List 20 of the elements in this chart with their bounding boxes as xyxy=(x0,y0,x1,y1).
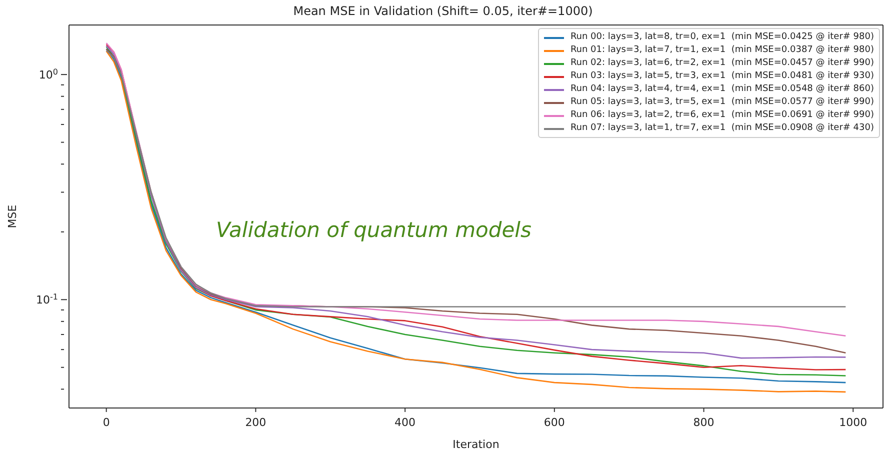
x-tick-label: 0 xyxy=(102,416,110,429)
x-tick-label: 400 xyxy=(394,416,416,429)
y-axis-title: MSE xyxy=(6,204,19,228)
legend-label: Run 07: lays=3, lat=1, tr=7, ex=1 (min MSE=0.0908 @ iter# 430) xyxy=(570,122,874,135)
x-tick-label: 800 xyxy=(693,416,714,429)
y-tick-label: 10$^{-1}$ xyxy=(36,292,58,307)
legend-label: Run 06: lays=3, lat=2, tr=6, ex=1 (min MSE=0.0691 @ iter# 990) xyxy=(570,109,874,122)
annotation: Validation of quantum models xyxy=(216,218,532,242)
legend-label: Run 05: lays=3, lat=3, tr=5, ex=1 (min MSE=0.0577 @ iter# 990) xyxy=(570,96,874,109)
chart-title: Mean MSE in Validation (Shift= 0.05, iter#=1000) xyxy=(292,4,594,18)
x-tick-label: 600 xyxy=(544,416,565,429)
legend-label: Run 01: lays=3, lat=7, tr=1, ex=1 (min MSE=0.0387 @ iter# 980) xyxy=(570,44,874,57)
legend-label: Run 03: lays=3, lat=5, tr=3, ex=1 (min MSE=0.0481 @ iter# 930) xyxy=(570,70,874,83)
legend-label: Run 02: lays=3, lat=6, tr=2, ex=1 (min MSE=0.0457 @ iter# 990) xyxy=(570,57,874,70)
x-axis-title: Iteration xyxy=(452,438,500,451)
legend-label: Run 04: lays=3, lat=4, tr=4, ex=1 (min MSE=0.0548 @ iter# 860) xyxy=(570,83,874,96)
x-tick-label: 1000 xyxy=(839,416,868,429)
legend-label: Run 00: lays=3, lat=8, tr=0, ex=1 (min MSE=0.0425 @ iter# 980) xyxy=(570,31,874,44)
y-tick-label: 10$^{0}$ xyxy=(38,67,58,82)
x-tick-label: 200 xyxy=(245,416,266,429)
